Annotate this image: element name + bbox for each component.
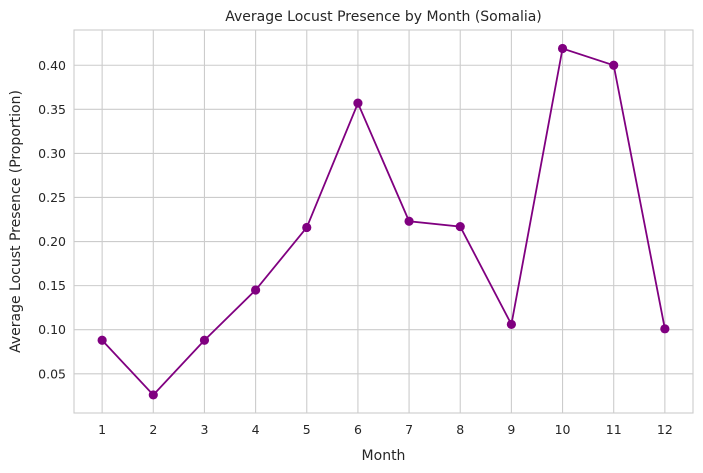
y-tick-label: 0.30 bbox=[38, 146, 66, 161]
y-tick-label: 0.10 bbox=[38, 322, 66, 337]
data-point bbox=[660, 324, 670, 334]
data-point bbox=[557, 43, 568, 54]
grid-layer bbox=[74, 30, 693, 413]
series-layer bbox=[97, 43, 670, 400]
y-tick-label: 0.40 bbox=[38, 58, 66, 73]
x-tick-label: 9 bbox=[507, 422, 515, 437]
data-point bbox=[302, 222, 312, 233]
data-point bbox=[97, 335, 107, 345]
x-tick-label: 8 bbox=[456, 422, 464, 437]
x-tick-label: 12 bbox=[657, 422, 673, 437]
x-tick-label: 1 bbox=[98, 422, 106, 437]
ticks-layer: 0.050.100.150.200.250.300.350.401 2 3 4 5 6 7 8… bbox=[38, 58, 673, 437]
x-tick-label: 11 bbox=[606, 422, 622, 437]
series-line bbox=[101, 47, 666, 397]
data-point bbox=[404, 216, 414, 226]
x-tick-label: 7 bbox=[405, 422, 413, 437]
plot-frame bbox=[73, 29, 694, 414]
data-point bbox=[455, 221, 465, 232]
x-tick-label: 3 bbox=[200, 422, 208, 437]
chart-title: Average Locust Presence by Month (Somali… bbox=[225, 9, 542, 25]
data-point bbox=[353, 98, 363, 108]
x-tick-label: 4 bbox=[252, 422, 260, 437]
data-point bbox=[148, 390, 158, 400]
data-point bbox=[506, 319, 516, 330]
data-point bbox=[609, 60, 619, 70]
x-tick-label: 2 bbox=[149, 422, 157, 437]
y-tick-label: 0.35 bbox=[38, 102, 66, 117]
x-tick-label: 5 bbox=[303, 422, 311, 437]
y-tick-label: 0.25 bbox=[38, 190, 66, 205]
x-axis-label: Month bbox=[362, 448, 406, 464]
x-tick-label: 6 bbox=[354, 422, 362, 437]
data-point bbox=[251, 285, 261, 295]
y-axis-label: Average Locust Presence (Proportion) bbox=[8, 90, 24, 353]
y-tick-label: 0.20 bbox=[38, 234, 66, 249]
y-tick-label: 0.15 bbox=[38, 278, 66, 293]
data-point bbox=[199, 335, 210, 345]
x-tick-label: 10 bbox=[555, 422, 571, 437]
y-tick-label: 0.05 bbox=[38, 366, 66, 381]
